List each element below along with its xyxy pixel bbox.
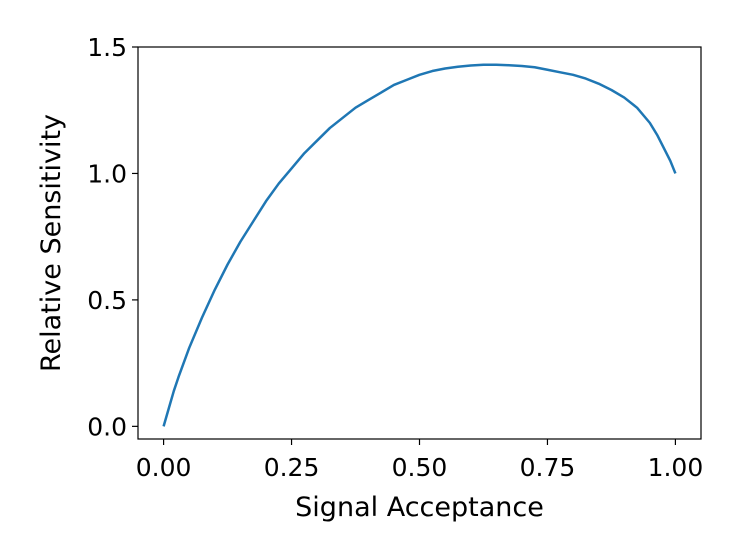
x-tick-label: 0.75: [520, 453, 576, 482]
x-axis-title: Signal Acceptance: [295, 492, 544, 523]
x-tick-label: 1.00: [648, 453, 704, 482]
x-tick-label: 0.25: [264, 453, 320, 482]
series-line-relative-sensitivity: [162, 63, 677, 427]
y-tick-label: 1.5: [87, 33, 127, 62]
y-axis-title: Relative Sensitivity: [36, 114, 67, 372]
ticks-layer: 0.00 0.25 0.50 0.75 1.00 0.0 0.5 1.0 1.5: [87, 33, 703, 482]
y-tick-label: 1.0: [87, 159, 127, 188]
y-tick-label: 0.0: [87, 412, 127, 441]
plot-frame: [137, 46, 702, 440]
x-tick-label: 0.50: [392, 453, 448, 482]
x-tick-label: 0.00: [136, 453, 192, 482]
y-tick-label: 0.5: [87, 286, 127, 315]
